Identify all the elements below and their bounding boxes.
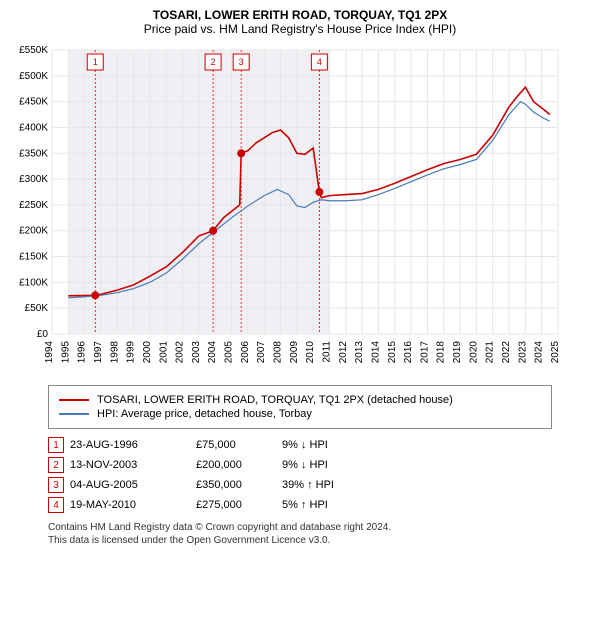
svg-text:£500K: £500K xyxy=(19,71,48,82)
svg-text:2005: 2005 xyxy=(224,341,235,364)
svg-text:3: 3 xyxy=(239,57,244,67)
event-row: 2 13-NOV-2003 £200,000 9% ↓ HPI xyxy=(48,457,552,473)
event-note: 39% ↑ HPI xyxy=(282,479,334,491)
event-date: 19-MAY-2010 xyxy=(70,499,190,511)
svg-text:£450K: £450K xyxy=(19,97,48,108)
svg-text:1999: 1999 xyxy=(126,341,137,364)
svg-text:£150K: £150K xyxy=(19,252,48,263)
svg-text:2003: 2003 xyxy=(191,341,202,364)
svg-text:£550K: £550K xyxy=(19,45,48,56)
svg-text:2: 2 xyxy=(211,57,216,67)
svg-text:2007: 2007 xyxy=(256,341,267,364)
svg-text:2004: 2004 xyxy=(207,341,218,364)
events-table: 1 23-AUG-1996 £75,000 9% ↓ HPI 2 13-NOV-2003 £… xyxy=(48,437,552,513)
svg-text:2024: 2024 xyxy=(534,341,545,364)
svg-text:2018: 2018 xyxy=(436,341,447,364)
svg-text:1998: 1998 xyxy=(109,341,120,364)
legend-item: HPI: Average price, detached house, Torb… xyxy=(59,408,541,420)
event-note: 9% ↓ HPI xyxy=(282,439,328,451)
svg-text:2015: 2015 xyxy=(387,341,398,364)
footer-line-2: This data is licensed under the Open Gov… xyxy=(48,534,552,547)
svg-text:4: 4 xyxy=(317,57,322,67)
event-date: 04-AUG-2005 xyxy=(70,479,190,491)
svg-text:2025: 2025 xyxy=(550,341,561,364)
svg-text:£350K: £350K xyxy=(19,148,48,159)
svg-text:£200K: £200K xyxy=(19,226,48,237)
svg-text:1994: 1994 xyxy=(44,341,55,364)
svg-text:2021: 2021 xyxy=(485,341,496,364)
footer-line-1: Contains HM Land Registry data © Crown c… xyxy=(48,521,552,534)
event-number: 4 xyxy=(48,497,64,513)
event-number: 3 xyxy=(48,477,64,493)
svg-text:£0: £0 xyxy=(37,329,49,340)
svg-text:£100K: £100K xyxy=(19,277,48,288)
event-price: £200,000 xyxy=(196,459,276,471)
chart-area: £0 £50K £100K £150K £200K £250K £300K £350K £400… xyxy=(8,44,592,379)
legend: TOSARI, LOWER ERITH ROAD, TORQUAY, TQ1 2… xyxy=(48,385,552,429)
svg-text:1: 1 xyxy=(93,57,98,67)
chart-title: TOSARI, LOWER ERITH ROAD, TORQUAY, TQ1 2… xyxy=(8,8,592,22)
chart-subtitle: Price paid vs. HM Land Registry's House … xyxy=(8,22,592,36)
event-date: 23-AUG-1996 xyxy=(70,439,190,451)
svg-text:2022: 2022 xyxy=(501,341,512,364)
svg-text:2017: 2017 xyxy=(419,341,430,364)
svg-text:2019: 2019 xyxy=(452,341,463,364)
svg-text:£300K: £300K xyxy=(19,174,48,185)
event-price: £350,000 xyxy=(196,479,276,491)
svg-text:2020: 2020 xyxy=(468,341,479,364)
svg-text:£400K: £400K xyxy=(19,122,48,133)
event-date: 13-NOV-2003 xyxy=(70,459,190,471)
event-price: £75,000 xyxy=(196,439,276,451)
svg-text:2009: 2009 xyxy=(289,341,300,364)
svg-text:2023: 2023 xyxy=(517,341,528,364)
event-number: 1 xyxy=(48,437,64,453)
footer-text: Contains HM Land Registry data © Crown c… xyxy=(48,521,552,547)
svg-text:2000: 2000 xyxy=(142,341,153,364)
svg-text:2001: 2001 xyxy=(158,341,169,364)
legend-label: TOSARI, LOWER ERITH ROAD, TORQUAY, TQ1 2… xyxy=(97,394,453,406)
svg-text:2010: 2010 xyxy=(305,341,316,364)
legend-swatch xyxy=(59,399,89,401)
svg-text:£250K: £250K xyxy=(19,200,48,211)
event-number: 2 xyxy=(48,457,64,473)
svg-text:2013: 2013 xyxy=(354,341,365,364)
line-chart: £0 £50K £100K £150K £200K £250K £300K £350K £400… xyxy=(8,44,568,374)
svg-text:2016: 2016 xyxy=(403,341,414,364)
svg-text:2002: 2002 xyxy=(175,341,186,364)
svg-text:2012: 2012 xyxy=(338,341,349,364)
svg-text:1996: 1996 xyxy=(77,341,88,364)
svg-text:1997: 1997 xyxy=(93,341,104,364)
event-price: £275,000 xyxy=(196,499,276,511)
svg-text:£50K: £50K xyxy=(25,303,49,314)
event-row: 4 19-MAY-2010 £275,000 5% ↑ HPI xyxy=(48,497,552,513)
svg-text:2008: 2008 xyxy=(273,341,284,364)
event-row: 1 23-AUG-1996 £75,000 9% ↓ HPI xyxy=(48,437,552,453)
event-row: 3 04-AUG-2005 £350,000 39% ↑ HPI xyxy=(48,477,552,493)
legend-swatch xyxy=(59,413,89,415)
svg-text:2014: 2014 xyxy=(370,341,381,364)
svg-text:2006: 2006 xyxy=(240,341,251,364)
legend-label: HPI: Average price, detached house, Torb… xyxy=(97,408,312,420)
svg-text:2011: 2011 xyxy=(321,341,332,363)
event-note: 5% ↑ HPI xyxy=(282,499,328,511)
event-note: 9% ↓ HPI xyxy=(282,459,328,471)
legend-item: TOSARI, LOWER ERITH ROAD, TORQUAY, TQ1 2… xyxy=(59,394,541,406)
svg-text:1995: 1995 xyxy=(60,341,71,364)
